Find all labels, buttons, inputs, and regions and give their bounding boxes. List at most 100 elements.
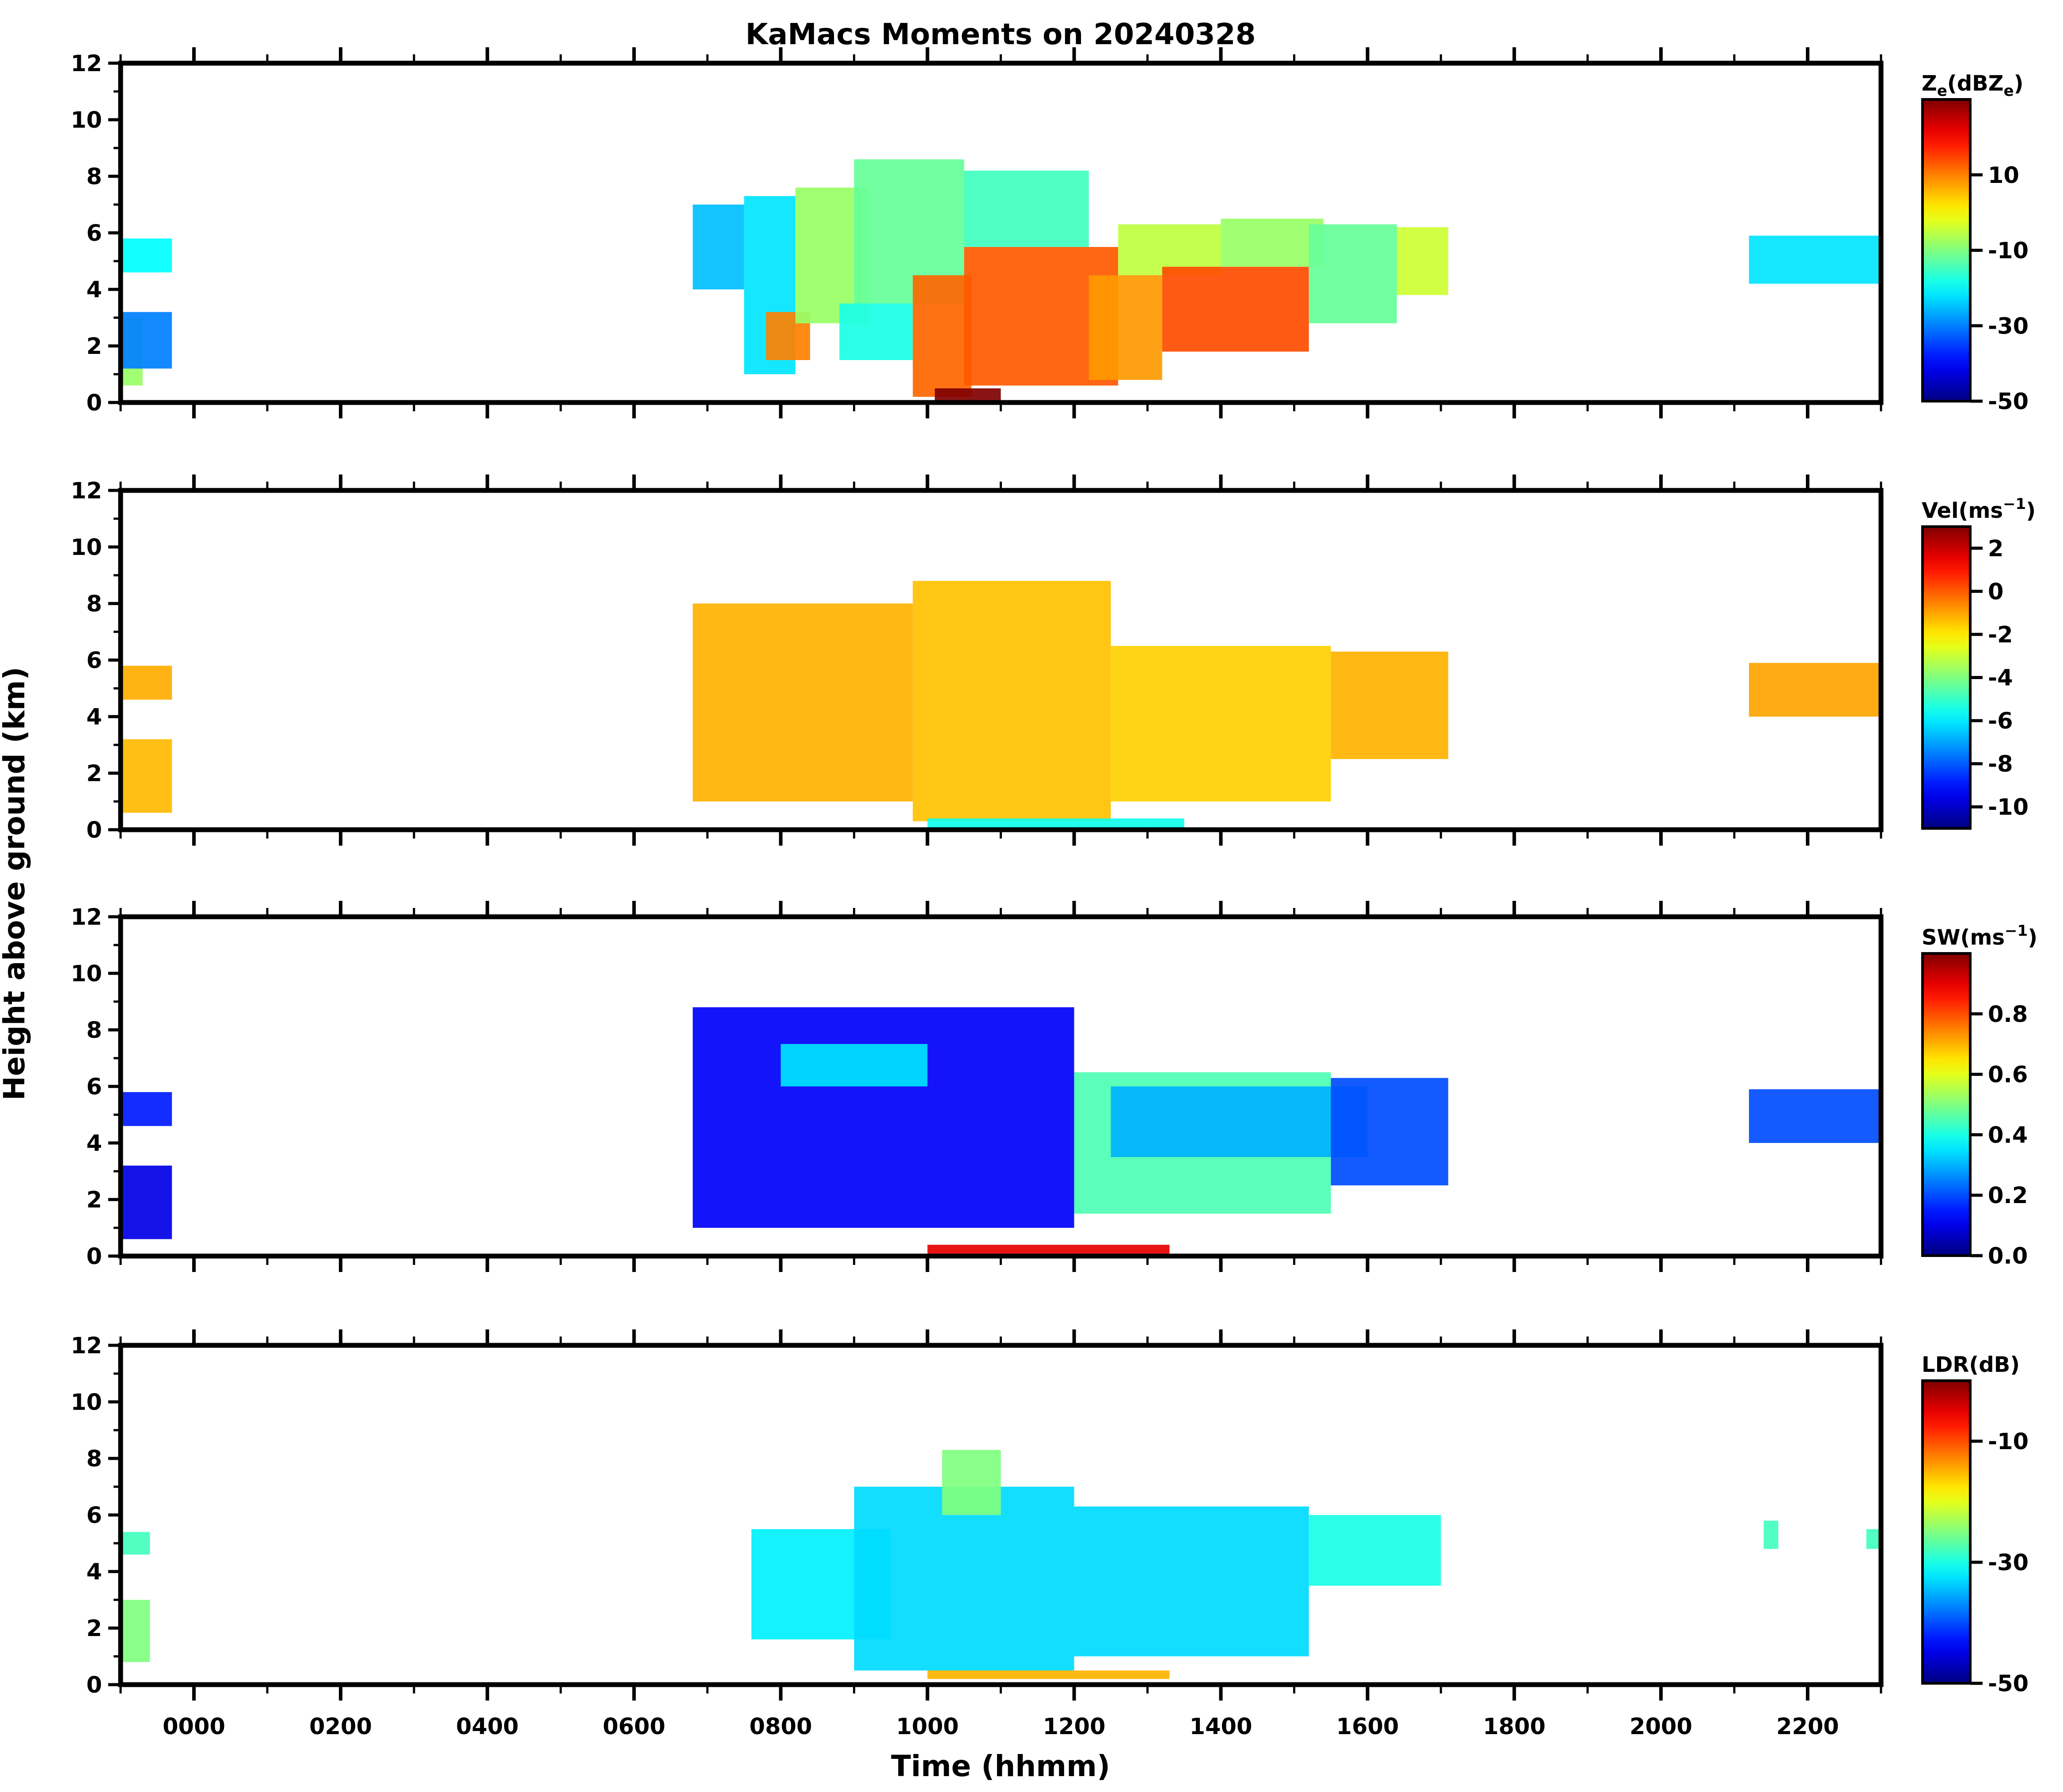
- data-cell: [839, 304, 913, 360]
- x-tick-label: 1200: [1043, 1714, 1106, 1740]
- y-tick-label: 2: [87, 1616, 102, 1642]
- y-tick-label: 8: [87, 1446, 102, 1472]
- panel-ze: 0 2 4 6 8 10 12 -50 -30 -10 10 Ze(dBZe): [71, 47, 2029, 418]
- colorbar-tick-label: 0.6: [1988, 1062, 2028, 1088]
- y-tick-label: 4: [87, 277, 102, 303]
- y-tick-label: 10: [71, 1390, 102, 1416]
- y-tick-label: 12: [71, 51, 102, 77]
- x-tick-label: 2000: [1630, 1714, 1692, 1740]
- colorbar-tick-label: -10: [1988, 238, 2029, 264]
- data-cell: [1763, 1520, 1779, 1549]
- data-cell: [1162, 266, 1309, 352]
- colorbar-tick-label: 0.2: [1988, 1183, 2028, 1209]
- colorbar-tick-label: 0: [1988, 579, 2004, 605]
- y-tick-label: 10: [71, 961, 102, 987]
- data-cell: [1308, 224, 1397, 323]
- y-tick-label: 6: [87, 1503, 102, 1529]
- y-tick-label: 2: [87, 1187, 102, 1213]
- y-tick-label: 2: [87, 761, 102, 787]
- data-cell: [927, 1671, 1170, 1679]
- data-cell: [1331, 1078, 1449, 1185]
- colorbar-tick-label: -10: [1988, 794, 2029, 820]
- y-tick-label: 0: [87, 390, 102, 416]
- y-tick-label: 0: [87, 1244, 102, 1270]
- y-tick-label: 4: [87, 704, 102, 730]
- colorbar-tick-label: 0.8: [1988, 1002, 2028, 1028]
- y-tick-label: 12: [71, 904, 102, 930]
- y-tick-label: 12: [71, 1333, 102, 1359]
- data-layer: [121, 1007, 1881, 1256]
- colorbar-label: Ze(dBZe): [1922, 71, 2024, 100]
- y-tick-label: 4: [87, 1131, 102, 1157]
- x-tick-label: 1800: [1483, 1714, 1546, 1740]
- data-cell: [1074, 1506, 1309, 1656]
- data-cell: [121, 1532, 150, 1555]
- y-tick-label: 6: [87, 1074, 102, 1100]
- data-cell: [1397, 227, 1449, 295]
- colorbar: [1921, 525, 1972, 830]
- data-cell: [1221, 219, 1324, 267]
- data-cell: [1749, 235, 1881, 284]
- data-cell: [121, 665, 172, 700]
- y-tick-label: 6: [87, 648, 102, 674]
- colorbar-label: Vel(ms−1): [1922, 495, 2036, 523]
- colorbar-tick-label: -30: [1988, 1550, 2029, 1576]
- data-cell: [1111, 1086, 1368, 1157]
- x-tick-label: 1600: [1336, 1714, 1399, 1740]
- data-cell: [121, 1092, 172, 1126]
- x-tick-label: 0600: [603, 1714, 665, 1740]
- data-cell: [693, 205, 744, 289]
- x-tick-label: 0000: [163, 1714, 225, 1740]
- y-tick-label: 8: [87, 1017, 102, 1044]
- data-layer: [121, 159, 1881, 402]
- data-cell: [854, 1487, 1074, 1671]
- y-tick-label: 10: [71, 535, 102, 561]
- colorbar-tick-label: -4: [1988, 665, 2013, 691]
- data-cell: [1749, 1089, 1881, 1143]
- data-cell: [121, 1166, 172, 1239]
- y-tick-label: 6: [87, 220, 102, 247]
- data-cell: [913, 275, 972, 397]
- y-tick-label: 2: [87, 334, 102, 360]
- y-axis-label: Height above ground (km): [0, 667, 31, 1101]
- panel-ldr: 0 2 4 6 8 10 12 0000 0200 0400 0600 0800 1000 1200 140…: [71, 1329, 2029, 1740]
- data-layer: [121, 1450, 1881, 1679]
- panel-vel: 0 2 4 6 8 10 12 -10 -8 -6 -4 -2 0 2 Vel(ms−1): [71, 475, 2036, 846]
- data-cell: [121, 1600, 150, 1662]
- panel-sw: 0 2 4 6 8 10 12 0.0 0.2 0.4 0.6 0.8 SW(ms−1): [71, 901, 2037, 1272]
- x-axis-label: Time (hhmm): [891, 1749, 1110, 1783]
- x-tick-label: 0400: [456, 1714, 519, 1740]
- colorbar-tick-label: -8: [1988, 752, 2013, 778]
- y-tick-label: 8: [87, 591, 102, 617]
- x-tick-label: 0200: [309, 1714, 372, 1740]
- data-cell: [1111, 646, 1331, 801]
- colorbar: [1921, 952, 1972, 1257]
- data-cell: [1331, 651, 1449, 759]
- data-layer: [121, 581, 1881, 830]
- colorbar-tick-label: -50: [1988, 389, 2029, 415]
- x-tick-label: 0800: [749, 1714, 812, 1740]
- data-cell: [964, 171, 1089, 247]
- y-tick-label: 8: [87, 164, 102, 190]
- data-cell: [693, 1007, 1074, 1228]
- data-cell: [693, 604, 913, 801]
- colorbar-tick-label: 10: [1988, 163, 2019, 189]
- x-tick-label: 2200: [1776, 1714, 1839, 1740]
- data-cell: [121, 238, 172, 273]
- colorbar: [1921, 98, 1972, 402]
- colorbar: [1921, 1379, 1972, 1685]
- colorbar-tick-label: -2: [1988, 622, 2013, 648]
- colorbar-tick-label: -30: [1988, 313, 2029, 339]
- colorbar-tick-label: 0.4: [1988, 1122, 2028, 1148]
- x-tick-label: 1400: [1190, 1714, 1252, 1740]
- colorbar-tick-label: -10: [1988, 1429, 2029, 1455]
- colorbar-tick-label: 2: [1988, 536, 2004, 562]
- colorbar-label: LDR(dB): [1922, 1352, 2020, 1377]
- colorbar-label: SW(ms−1): [1922, 922, 2037, 950]
- data-cell: [1088, 275, 1162, 380]
- figure-title: KaMacs Moments on 20240328: [745, 17, 1255, 51]
- data-cell: [1749, 663, 1881, 717]
- y-tick-label: 10: [71, 107, 102, 133]
- data-cell: [1308, 1515, 1441, 1586]
